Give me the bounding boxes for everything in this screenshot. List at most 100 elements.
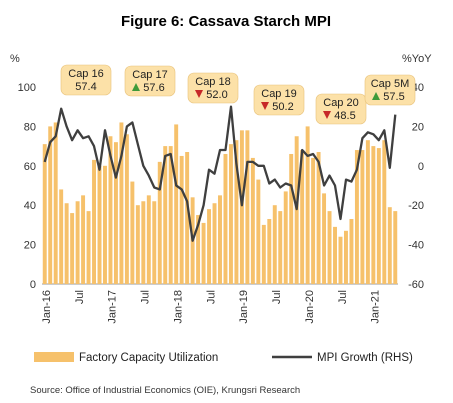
chart-title: Figure 6: Cassava Starch MPI — [121, 13, 331, 30]
source-note: Source: Office of Industrial Economics (… — [30, 385, 300, 396]
bar — [316, 152, 321, 284]
x-tick-label: Jul — [140, 290, 152, 304]
annotation-label: Cap 17 — [132, 69, 167, 81]
bar — [322, 193, 327, 284]
left-tick-label: 20 — [24, 240, 36, 252]
x-tick-label: Jan-21 — [370, 290, 382, 324]
down-arrow-icon — [195, 90, 203, 98]
annotation-value: 57.6 — [143, 82, 164, 94]
bar — [185, 152, 190, 284]
bar — [70, 213, 75, 284]
annotation-value: 52.0 — [206, 89, 227, 101]
bar — [92, 159, 97, 284]
bar — [48, 126, 53, 285]
legend-label-bars: Factory Capacity Utilization — [79, 352, 218, 364]
bar — [289, 153, 294, 284]
annotation-bg — [315, 93, 367, 125]
bar — [53, 122, 58, 285]
bar — [103, 165, 107, 284]
bar — [179, 155, 184, 284]
x-tick-label: Jan-19 — [238, 290, 250, 324]
bar — [124, 134, 129, 284]
annotation-label: Cap 19 — [261, 88, 296, 100]
mpi-growth-line — [43, 105, 397, 242]
bar — [272, 205, 277, 284]
bar — [349, 218, 354, 284]
annotation-label: Cap 20 — [323, 97, 358, 109]
x-tick-label: Jul — [271, 290, 283, 304]
legend-swatch-bars — [34, 352, 74, 362]
bar — [338, 236, 343, 284]
x-tick-label: Jan-17 — [107, 290, 119, 324]
bar — [393, 211, 398, 284]
x-tick-label: Jul — [205, 290, 217, 304]
annotation-bg — [60, 64, 112, 96]
bar — [327, 211, 332, 284]
bar — [75, 201, 80, 284]
bar — [333, 226, 337, 284]
legend-label-line: MPI Growth (RHS) — [317, 352, 413, 364]
bar — [343, 230, 348, 284]
annotation-value: 57.5 — [383, 91, 404, 103]
left-axis-unit: % — [10, 53, 20, 65]
down-arrow-icon — [261, 102, 269, 110]
bar — [146, 195, 151, 284]
bar — [168, 146, 173, 284]
line-series — [43, 105, 397, 242]
bar — [218, 195, 222, 284]
bar — [119, 122, 124, 285]
bar — [174, 124, 179, 285]
bar — [382, 140, 387, 284]
bar — [42, 144, 47, 284]
bar — [207, 209, 212, 284]
right-axis-unit: %YoY — [402, 53, 432, 65]
bar — [267, 218, 272, 284]
annotation-value: 50.2 — [272, 101, 293, 113]
annotation-bg — [253, 84, 305, 116]
annotation-label: Cap 18 — [195, 76, 230, 88]
up-arrow-icon — [132, 83, 140, 91]
bar — [86, 211, 91, 284]
right-tick-label: 20 — [412, 121, 424, 133]
bar — [234, 140, 239, 284]
bar — [157, 161, 162, 284]
bar — [283, 191, 288, 284]
x-tick-label: Jan-16 — [41, 290, 53, 324]
bar — [239, 130, 244, 284]
bar — [387, 207, 392, 284]
bar — [371, 146, 376, 284]
bar — [376, 148, 381, 284]
bar — [245, 130, 250, 284]
annotation-value: 57.4 — [75, 81, 96, 93]
bar — [59, 189, 64, 284]
right-tick-label: 0 — [418, 161, 424, 173]
left-tick-label: 80 — [24, 121, 36, 133]
bar — [141, 201, 146, 284]
bar — [163, 146, 168, 284]
x-tick-label: Jul — [337, 290, 349, 304]
bar — [135, 205, 140, 284]
right-tick-label: -60 — [408, 279, 424, 291]
left-tick-label: 60 — [24, 161, 36, 173]
bar — [196, 215, 201, 284]
annotation-label: Cap 5M — [371, 78, 410, 90]
left-tick-label: 0 — [30, 279, 36, 291]
bar — [305, 126, 310, 285]
bar — [108, 136, 113, 284]
annotation-label: Cap 16 — [68, 68, 103, 80]
x-tick-labels: Jan-16 Jul Jan-17 Jul Jan-18 Jul Jan-19 Jul Jan-… — [41, 290, 382, 324]
bar — [250, 157, 255, 284]
bar — [311, 157, 316, 284]
bar — [201, 222, 206, 284]
annotation-bg — [187, 72, 239, 104]
right-tick-label: -20 — [408, 200, 424, 212]
bar — [261, 224, 266, 284]
